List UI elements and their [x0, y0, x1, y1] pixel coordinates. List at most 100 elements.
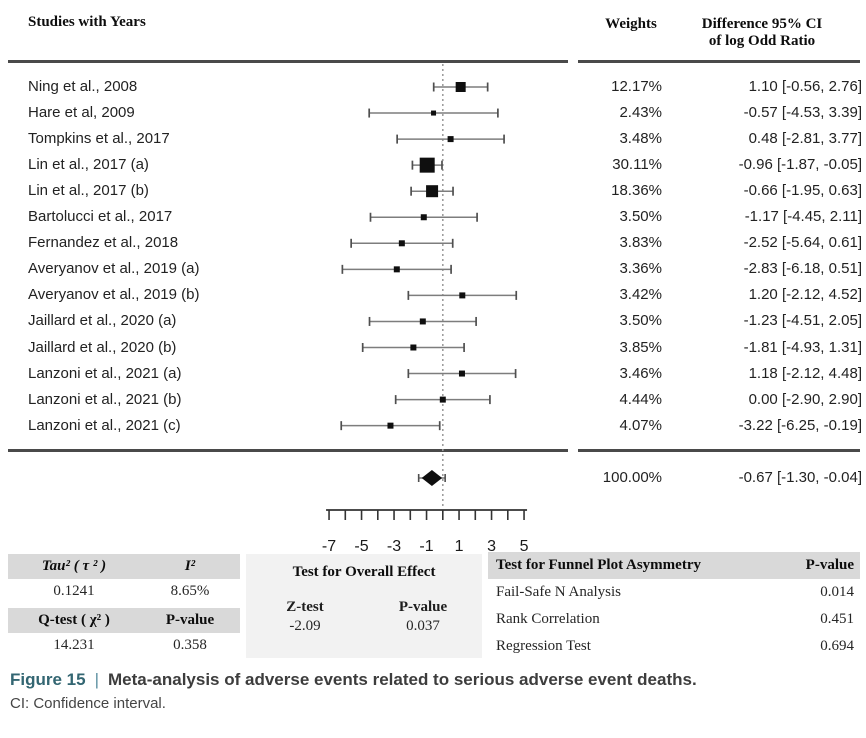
funnel-test-pvalue: 0.451: [820, 611, 854, 627]
heterogeneity-value-row-2: 14.231 0.358: [8, 633, 240, 658]
study-estimate: -0.57 [-4.53, 3.39]: [743, 104, 862, 122]
study-weight: 3.83%: [619, 234, 662, 252]
qtest-value: 14.231: [53, 637, 95, 653]
study-row: Lanzoni et al., 2021 (c) 4.07% -3.22 [-6.2…: [0, 413, 866, 439]
study-label: Lin et al., 2017 (a): [28, 156, 149, 174]
study-row: Ning et al., 2008 12.17% 1.10 [-0.56, 2.76…: [0, 74, 866, 100]
study-rows: Ning et al., 2008 12.17% 1.10 [-0.56, 2.76…: [0, 74, 866, 439]
study-weight: 30.11%: [612, 156, 662, 174]
study-label: Lanzoni et al., 2021 (b): [28, 390, 182, 408]
difference-column-header: Difference 95% CI of log Odd Ratio: [664, 16, 860, 50]
study-weight: 3.85%: [619, 338, 662, 356]
study-row: Lanzoni et al., 2021 (a) 3.46% 1.18 [-2.12…: [0, 361, 866, 387]
tau2-label: Tau² ( τ ² ): [41, 558, 107, 574]
z-pvalue-label: P-value: [398, 599, 448, 615]
study-label: Hare et al, 2009: [28, 104, 135, 122]
q-pvalue-value: 0.358: [173, 637, 207, 653]
study-row: Fernandez et al., 2018 3.83% -2.52 [-5.64,…: [0, 230, 866, 256]
x-axis-tick-label: 1: [455, 538, 464, 555]
study-estimate: -2.83 [-6.18, 0.51]: [743, 260, 862, 278]
weights-column-header: Weights: [605, 16, 657, 32]
study-row: Tompkins et al., 2017 3.48% 0.48 [-2.81, 3…: [0, 126, 866, 152]
study-estimate: 1.10 [-0.56, 2.76]: [748, 78, 862, 95]
study-label: Lanzoni et al., 2021 (c): [28, 416, 181, 434]
heterogeneity-header-row-2: Q-test ( χ² ) P-value: [8, 608, 240, 633]
study-estimate: -3.22 [-6.25, -0.19]: [738, 416, 862, 434]
heterogeneity-value-row-1: 0.1241 8.65%: [8, 579, 240, 604]
heterogeneity-table: Tau² ( τ ² ) I² 0.1241 8.65% Q-test ( χ²…: [8, 554, 240, 658]
study-label: Tompkins et al., 2017: [28, 130, 170, 148]
study-row: Lin et al., 2017 (a) 30.11% -0.96 [-1.87, …: [0, 152, 866, 178]
funnel-test-name: Rank Correlation: [496, 611, 600, 627]
study-row: Bartolucci et al., 2017 3.50% -1.17 [-4.45…: [0, 204, 866, 230]
funnel-test-pvalue: 0.014: [820, 584, 854, 600]
overall-effect-title: Test for Overall Effect: [292, 564, 436, 580]
study-row: Averyanov et al., 2019 (a) 3.36% -2.83 [-6…: [0, 256, 866, 282]
ztest-value: -2.09: [289, 618, 321, 634]
header-divider-right: [578, 60, 860, 63]
study-weight: 4.44%: [619, 390, 662, 408]
study-label: Lanzoni et al., 2021 (a): [28, 364, 182, 382]
study-weight: 12.17%: [611, 78, 662, 95]
study-row: Lanzoni et al., 2021 (b) 4.44% 0.00 [-2.90…: [0, 387, 866, 413]
study-label: Ning et al., 2008: [28, 78, 138, 95]
study-estimate: 1.20 [-2.12, 4.52]: [748, 286, 862, 304]
summary-estimate: -0.67 [-1.30, -0.04]: [738, 469, 862, 486]
summary-divider-right: [578, 449, 860, 452]
heterogeneity-header-row-1: Tau² ( τ ² ) I²: [8, 554, 240, 579]
figure-caption: Figure 15 | Meta-analysis of adverse event…: [10, 670, 856, 712]
header-divider-left: [8, 60, 568, 63]
figure-number: Figure 15: [10, 670, 86, 689]
funnel-row: Regression Test 0.694: [488, 633, 860, 660]
study-weight: 3.42%: [619, 286, 662, 304]
study-weight: 3.48%: [619, 130, 662, 148]
caption-title: Meta-analysis of adverse events related …: [108, 670, 697, 689]
study-label: Lin et al., 2017 (b): [28, 182, 149, 200]
study-label: Jaillard et al., 2020 (a): [28, 312, 177, 330]
x-axis-tick-label: -5: [354, 538, 368, 555]
study-estimate: 0.00 [-2.90, 2.90]: [748, 390, 862, 408]
funnel-row: Rank Correlation 0.451: [488, 606, 860, 633]
study-row: Hare et al, 2009 2.43% -0.57 [-4.53, 3.39]: [0, 100, 866, 126]
study-label: Bartolucci et al., 2017: [28, 208, 173, 226]
funnel-pvalue-label: P-value: [805, 557, 854, 573]
funnel-row: Fail-Safe N Analysis 0.014: [488, 579, 860, 606]
study-weight: 4.07%: [619, 416, 662, 434]
funnel-title: Test for Funnel Plot Asymmetry: [496, 557, 701, 573]
study-weight: 2.43%: [619, 104, 662, 122]
x-axis-tick-label: -7: [322, 538, 336, 555]
ztest-label: Z-test: [286, 599, 324, 615]
study-weight: 3.50%: [619, 208, 662, 226]
overall-effect-panel: Test for Overall Effect Z-test P-value -…: [246, 554, 482, 658]
summary-divider-left: [8, 449, 568, 452]
funnel-asymmetry-table: Test for Funnel Plot Asymmetry P-value F…: [488, 552, 860, 660]
difference-column-header-line2: of log Odd Ratio: [708, 33, 816, 49]
study-row: Lin et al., 2017 (b) 18.36% -0.66 [-1.95, …: [0, 178, 866, 204]
funnel-test-name: Fail-Safe N Analysis: [496, 584, 621, 600]
study-estimate: -1.81 [-4.93, 1.31]: [743, 338, 862, 356]
caption-separator: |: [94, 670, 100, 689]
summary-row: 100.00% -0.67 [-1.30, -0.04]: [0, 465, 866, 491]
caption-note: CI: Confidence interval.: [10, 695, 166, 712]
study-estimate: -0.96 [-1.87, -0.05]: [738, 156, 862, 174]
study-weight: 18.36%: [611, 182, 662, 200]
funnel-test-name: Regression Test: [496, 638, 591, 654]
i2-value: 8.65%: [170, 583, 210, 599]
z-pvalue-value: 0.037: [406, 618, 440, 634]
study-weight: 3.46%: [619, 364, 662, 382]
x-axis-tick-label: -3: [387, 538, 401, 555]
study-weight: 3.50%: [619, 312, 662, 330]
q-pvalue-label: P-value: [165, 612, 215, 628]
study-estimate: -1.23 [-4.51, 2.05]: [743, 312, 862, 330]
study-row: Jaillard et al., 2020 (a) 3.50% -1.23 [-4.…: [0, 308, 866, 334]
i2-label: I²: [184, 558, 196, 574]
summary-weight: 100.00%: [602, 469, 662, 486]
study-row: Jaillard et al., 2020 (b) 3.85% -1.81 [-4.…: [0, 335, 866, 361]
funnel-header-row: Test for Funnel Plot Asymmetry P-value: [488, 552, 860, 579]
study-label: Averyanov et al., 2019 (b): [28, 286, 200, 304]
study-estimate: -1.17 [-4.45, 2.11]: [744, 208, 862, 226]
funnel-test-pvalue: 0.694: [820, 638, 854, 654]
study-estimate: -0.66 [-1.95, 0.63]: [743, 182, 862, 200]
study-weight: 3.36%: [619, 260, 662, 278]
